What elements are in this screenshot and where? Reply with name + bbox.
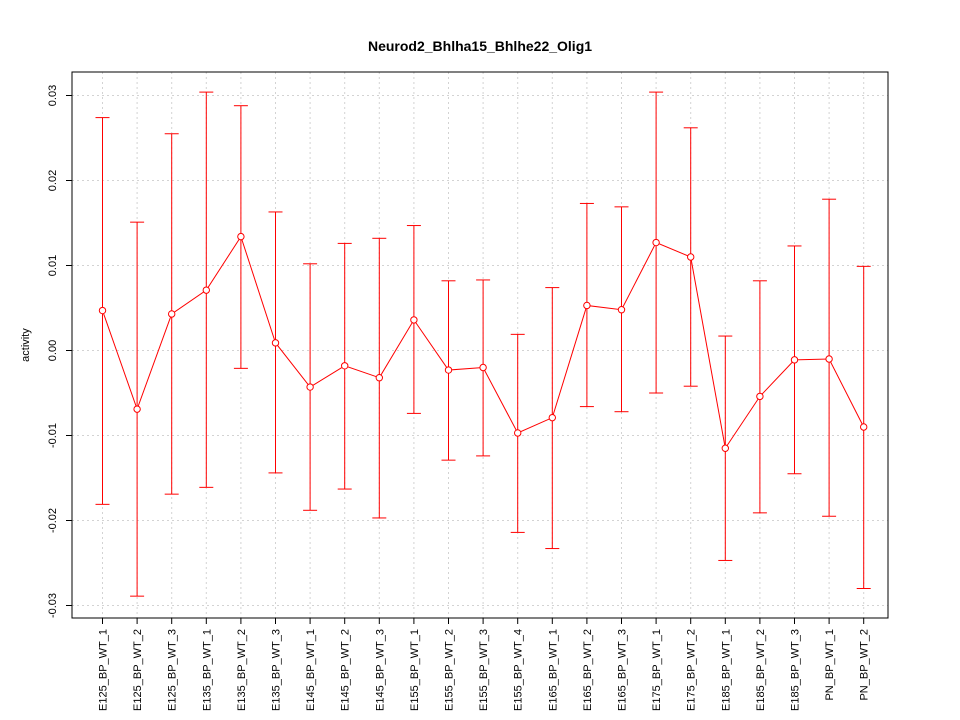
data-point	[98, 306, 107, 315]
x-tick-label: E135_BP_WT_3	[271, 629, 283, 711]
data-point	[514, 429, 522, 437]
data-point	[375, 374, 383, 382]
plot-frame	[71, 71, 889, 619]
data-point	[410, 316, 418, 324]
data-point	[341, 362, 349, 370]
x-tick-label: E145_BP_WT_1	[305, 629, 317, 711]
x-tick-label: E145_BP_WT_2	[340, 629, 352, 711]
x-tick-label: E185_BP_WT_2	[755, 629, 767, 711]
data-point	[652, 238, 660, 247]
data-point	[860, 423, 868, 431]
x-axis: E125_BP_WT_1 E125_BP_WT_2 E125_BP_WT_3 E135…	[98, 617, 871, 711]
x-tick-label: E125_BP_WT_3	[167, 629, 179, 711]
x-tick-label: E165_BP_WT_1	[547, 629, 559, 711]
data-point	[583, 301, 591, 310]
x-tick-label: E185_BP_WT_3	[790, 629, 802, 711]
data-point	[306, 383, 314, 391]
data-point	[825, 355, 833, 363]
data-point	[479, 363, 487, 372]
y-tick-label: 0.03	[47, 85, 59, 106]
data-point	[444, 366, 453, 374]
x-tick-label: E185_BP_WT_1	[720, 629, 732, 711]
x-tick-label: E155_BP_WT_3	[478, 629, 490, 711]
data-point	[168, 310, 176, 318]
y-tick-label: -0.03	[47, 593, 59, 618]
x-tick-label: E135_BP_WT_1	[201, 629, 213, 711]
data-point	[548, 413, 556, 422]
data-point	[202, 286, 211, 294]
x-tick-label: E165_BP_WT_3	[617, 629, 629, 711]
x-tick-label: PN_BP_WT_1	[824, 629, 836, 701]
y-axis: -0.03 -0.02 -0.01 0.00 0.01 0.02 0.03	[47, 85, 73, 618]
data-point	[271, 339, 280, 347]
y-tick-label: 0.02	[47, 170, 59, 191]
data-point	[617, 306, 626, 314]
x-tick-label: E155_BP_WT_1	[409, 629, 421, 711]
y-tick-label: -0.01	[47, 423, 59, 448]
x-tick-label: E165_BP_WT_2	[582, 629, 594, 711]
y-axis-label: activity	[20, 328, 32, 362]
y-tick-label: 0.01	[47, 255, 59, 276]
y-tick-label: -0.02	[47, 508, 59, 533]
x-tick-label: E125_BP_WT_2	[132, 629, 144, 711]
x-tick-label: E155_BP_WT_2	[444, 629, 456, 711]
data-points	[98, 232, 868, 452]
x-tick-label: PN_BP_WT_2	[859, 629, 871, 701]
x-tick-label: E175_BP_WT_2	[686, 629, 698, 711]
data-point	[133, 405, 141, 413]
data-point	[237, 232, 245, 241]
grid	[72, 72, 888, 618]
data-point	[687, 253, 695, 261]
x-tick-label: E135_BP_WT_2	[236, 629, 248, 711]
y-tick-label: 0.00	[47, 340, 59, 361]
chart-title: Neurod2_Bhlha15_Bhlhe22_Olig1	[368, 38, 592, 54]
x-tick-label: E125_BP_WT_1	[98, 629, 110, 711]
x-tick-label: E145_BP_WT_3	[374, 629, 386, 711]
x-tick-label: E155_BP_WT_4	[513, 629, 525, 711]
data-point	[790, 356, 799, 364]
data-point	[756, 392, 764, 401]
data-point	[721, 444, 729, 452]
x-tick-label: E175_BP_WT_1	[651, 629, 663, 711]
